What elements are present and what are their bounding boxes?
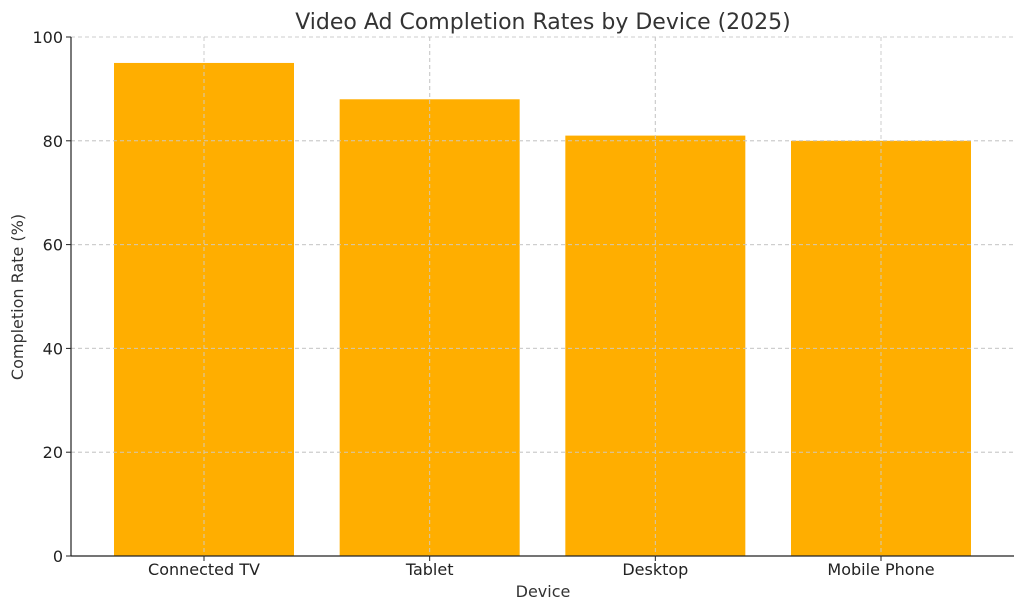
y-tick-label: 60 bbox=[43, 236, 63, 255]
chart-title: Video Ad Completion Rates by Device (202… bbox=[295, 10, 791, 35]
y-ticks: 0 20 40 60 80 100 bbox=[32, 28, 71, 566]
x-tick-label: Mobile Phone bbox=[827, 560, 934, 579]
y-tick-label: 100 bbox=[32, 28, 63, 47]
axes bbox=[70, 37, 1014, 557]
y-tick-label: 20 bbox=[43, 443, 63, 462]
x-ticks: Connected TV Tablet Desktop Mobile Phone bbox=[148, 556, 935, 579]
y-tick-label: 0 bbox=[53, 547, 63, 566]
x-axis-label: Device bbox=[516, 582, 571, 601]
bars bbox=[114, 62, 971, 557]
x-tick-label: Tablet bbox=[405, 560, 454, 579]
x-tick-label: Desktop bbox=[622, 560, 688, 579]
y-tick-label: 80 bbox=[43, 132, 63, 151]
y-axis-label: Completion Rate (%) bbox=[8, 214, 27, 380]
y-tick-label: 40 bbox=[43, 339, 63, 358]
x-tick-label: Connected TV bbox=[148, 560, 260, 579]
